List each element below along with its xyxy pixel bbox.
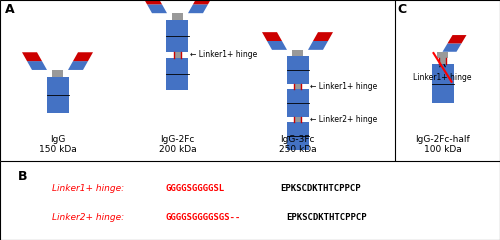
Bar — [286, 122, 308, 150]
Text: A: A — [5, 3, 15, 16]
Bar — [174, 52, 182, 58]
Polygon shape — [262, 32, 282, 41]
Bar — [294, 117, 302, 122]
Bar — [286, 56, 308, 84]
Polygon shape — [448, 35, 466, 43]
Bar — [438, 58, 446, 64]
Text: IgG
150 kDa: IgG 150 kDa — [38, 135, 76, 154]
Polygon shape — [267, 41, 287, 50]
Text: IgG-2Fc-half
100 kDa: IgG-2Fc-half 100 kDa — [415, 135, 470, 154]
Text: IgG-3Fc
250 kDa: IgG-3Fc 250 kDa — [278, 135, 316, 154]
Bar — [294, 84, 302, 89]
Text: ← Linker1+ hinge: ← Linker1+ hinge — [190, 50, 257, 59]
Text: GGGGSGGGGSGS--: GGGGSGGGGSGS-- — [165, 213, 240, 222]
Polygon shape — [142, 0, 162, 4]
Text: B: B — [18, 170, 27, 183]
Text: EPKSCDKTHTCPPCP: EPKSCDKTHTCPPCP — [286, 213, 366, 222]
Polygon shape — [68, 61, 88, 70]
Polygon shape — [22, 52, 42, 61]
Text: Linker1+ hinge:: Linker1+ hinge: — [52, 184, 128, 193]
Polygon shape — [313, 32, 333, 41]
Bar — [46, 77, 68, 113]
Bar — [437, 52, 448, 58]
Polygon shape — [308, 41, 328, 50]
Bar — [432, 64, 454, 103]
Polygon shape — [27, 61, 47, 70]
Text: Linker1+ hinge: Linker1+ hinge — [413, 72, 472, 82]
Bar — [286, 89, 308, 117]
Text: IgG-2Fc
200 kDa: IgG-2Fc 200 kDa — [158, 135, 196, 154]
Text: EPKSCDKTHTCPPCP: EPKSCDKTHTCPPCP — [280, 184, 360, 193]
Polygon shape — [147, 4, 167, 13]
Bar — [292, 50, 303, 56]
Bar — [52, 70, 63, 77]
Text: Linker2+ hinge:: Linker2+ hinge: — [52, 213, 128, 222]
Bar — [172, 13, 183, 20]
Polygon shape — [442, 43, 462, 52]
Text: ← Linker1+ hinge: ← Linker1+ hinge — [310, 82, 377, 91]
Text: C: C — [398, 3, 406, 16]
Polygon shape — [73, 52, 93, 61]
Text: ← Linker2+ hinge: ← Linker2+ hinge — [310, 115, 377, 124]
Bar — [166, 58, 188, 90]
Polygon shape — [193, 0, 213, 4]
Text: GGGGSGGGGSL: GGGGSGGGGSL — [165, 184, 224, 193]
Polygon shape — [188, 4, 208, 13]
Bar — [166, 20, 188, 52]
